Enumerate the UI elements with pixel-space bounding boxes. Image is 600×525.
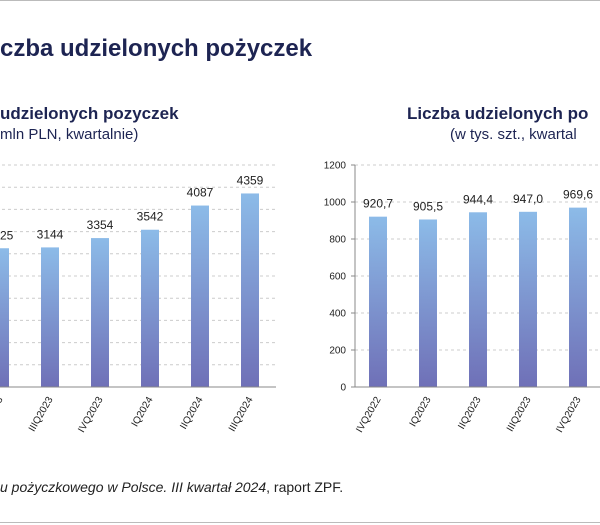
x-tick-label: IIIQ2023 [27,395,56,434]
page-title: czba udzielonych pożyczek [0,35,313,62]
x-tick-label: IQ2024 [130,395,156,429]
y-tick-label: 400 [329,309,346,320]
value-label: 3144 [37,227,64,241]
bar [141,229,159,387]
source-rest: , raport ZPF. [266,479,343,495]
bar [569,207,587,387]
bar [469,212,487,387]
bar [419,219,437,387]
x-tick-label: IIIQ2024 [227,395,256,434]
source: u pożyczkowego w Polsce. III kwartał 202… [0,479,343,495]
bar [241,193,259,387]
x-tick-label: IIQ2023 [456,395,484,432]
x-tick-label: IIIQ2023 [505,395,534,434]
x-tick-label: IVQ2022 [354,395,383,435]
y-tick-label: 800 [329,235,346,246]
x-tick-label: IQ2023 [408,395,434,429]
source-italic: u pożyczkowego w Polsce. III kwartał 202… [0,479,266,495]
value-label: 4359 [237,173,264,187]
value-label: 905,5 [413,199,443,213]
bar [519,211,537,387]
bar [369,216,387,387]
value-label: 944,4 [463,192,493,206]
value-label: 3354 [87,218,114,232]
chart-subtitle: (w tys. szt., kwartal [450,126,577,143]
value-label: 3542 [137,210,164,224]
x-tick-label: IVQ2023 [554,395,583,435]
x-tick-label: IVQ2023 [76,395,105,435]
value-label: 4087 [187,186,214,200]
y-tick-label: 200 [329,346,346,357]
bar [91,238,109,387]
x-tick-label: IIQ2023 [0,395,6,432]
value-label: 969,6 [563,188,593,202]
value-label: 920,7 [363,197,393,211]
value-label: 947,0 [513,192,543,206]
y-tick-label: 0 [340,383,346,394]
y-tick-label: 1200 [324,161,347,172]
chart-title: udzielonych pozyczek [0,104,179,123]
chart-subtitle: mln PLN, kwartalnie) [0,126,138,143]
chart-title: Liczba udzielonych po [407,104,588,123]
y-tick-label: 600 [329,272,346,283]
bar [41,247,59,387]
x-tick-label: IIQ2024 [178,395,206,432]
bar [0,248,9,387]
y-tick-label: 1000 [324,198,347,209]
bar [191,205,209,387]
value-label: 3125 [0,228,14,242]
